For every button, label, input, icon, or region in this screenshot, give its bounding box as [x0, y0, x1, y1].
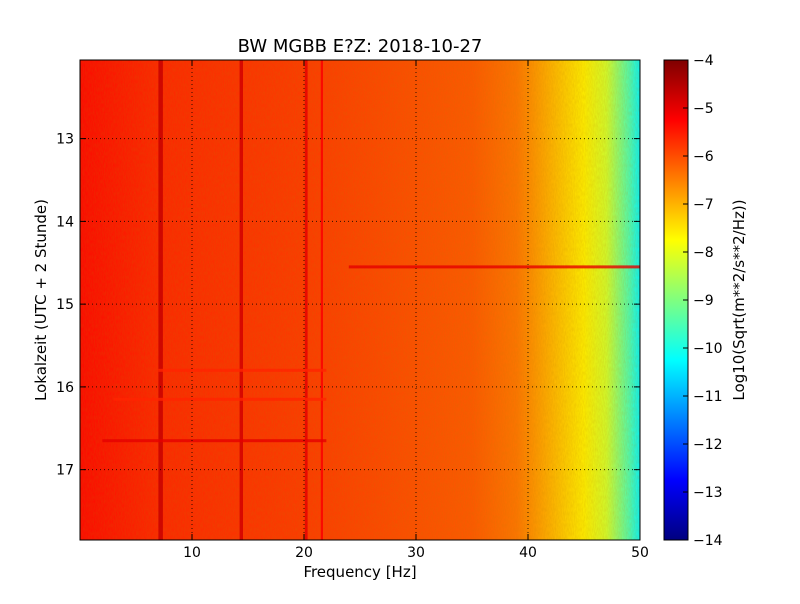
horizontal-band-3 [158, 368, 327, 372]
colorbar-tick-label-7: −11 [693, 389, 723, 405]
colorbar-tick-label-9: −13 [693, 485, 723, 501]
heatmap-texture [80, 60, 640, 540]
vertical-line-2 [304, 60, 308, 540]
colorbar-tick-label-8: −12 [693, 437, 723, 453]
colorbar-tick-label-5: −9 [693, 293, 714, 309]
x-axis-label: Frequency [Hz] [303, 563, 416, 581]
horizontal-band-0 [348, 265, 640, 269]
x-tick-label-1: 20 [295, 545, 313, 561]
x-tick-label-0: 10 [183, 545, 201, 561]
vertical-line-1 [239, 60, 243, 540]
colorbar-label: Log10(Sqrt(m**2/s**2/Hz)) [730, 199, 748, 400]
colorbar-ticks: −4 −5 −6 −7 −8 −9 −10 −11 −12 −13 −14 [683, 53, 723, 549]
chart-title: BW MGBB E?Z: 2018-10-27 [238, 36, 483, 57]
vertical-lines-layer [158, 60, 323, 540]
colorbar-tick-label-3: −7 [693, 197, 714, 213]
colorbar-tick-label-6: −10 [693, 341, 723, 357]
colorbar-tick-label-0: −4 [693, 53, 714, 69]
vertical-line-3 [320, 60, 323, 540]
horizontal-band-1 [113, 397, 327, 401]
plot-area: 10 20 30 40 50 13 14 15 16 17 [56, 59, 649, 561]
y-axis-label: Lokalzeit (UTC + 2 Stunde) [32, 199, 50, 401]
vertical-line-0 [158, 60, 163, 540]
y-tick-label-0: 13 [56, 132, 74, 148]
colorbar-tick-label-1: −5 [693, 101, 714, 117]
colorbar-tick-label-4: −8 [693, 245, 714, 261]
colorbar-tick-label-10: −14 [693, 533, 723, 549]
x-axis-ticks: 10 20 30 40 50 [183, 60, 649, 561]
y-tick-label-2: 15 [56, 297, 74, 313]
y-tick-label-4: 17 [56, 463, 74, 479]
colorbar-tick-label-2: −6 [693, 149, 714, 165]
x-tick-label-4: 50 [631, 545, 649, 561]
horizontal-lines-layer [102, 265, 640, 443]
y-tick-label-1: 14 [56, 214, 74, 230]
y-axis-ticks: 13 14 15 16 17 [56, 132, 640, 479]
y-tick-label-3: 16 [56, 380, 74, 396]
x-tick-label-3: 40 [519, 545, 537, 561]
colorbar: −4 −5 −6 −7 −8 −9 −10 −11 −12 −13 −14 [663, 53, 723, 549]
grid-layer [80, 60, 640, 540]
x-tick-label-2: 30 [407, 545, 425, 561]
plot-frame [79, 59, 641, 541]
horizontal-band-2 [102, 439, 327, 443]
